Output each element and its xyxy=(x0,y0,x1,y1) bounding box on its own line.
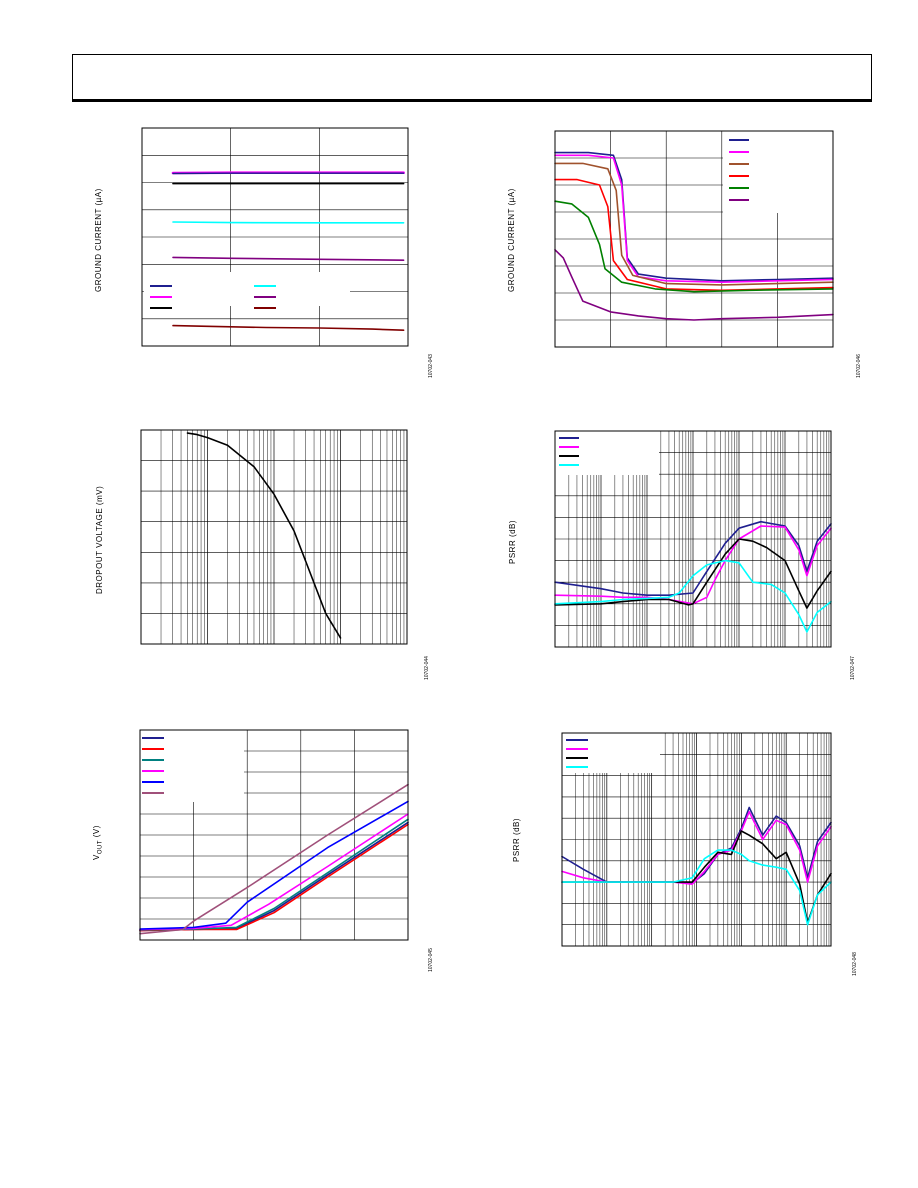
legend xyxy=(562,733,660,773)
vout-chart xyxy=(139,729,409,941)
y-axis-label-chart-2: GROUND CURRENT (µA) xyxy=(507,188,516,292)
legend xyxy=(140,730,244,802)
plot-frame xyxy=(554,430,832,648)
ylabel-subscript: OUT xyxy=(97,839,104,855)
chart-plot-area xyxy=(561,732,832,947)
series-line-6 xyxy=(139,783,409,935)
psrr-chart-2 xyxy=(561,732,832,947)
ylabel-tail: (V) xyxy=(92,825,101,840)
series-line-3 xyxy=(554,162,834,286)
figure-id-chart-5: 10702-045 xyxy=(428,948,434,972)
figure-id-chart-3: 10702-044 xyxy=(424,656,430,680)
plot-frame xyxy=(139,729,409,941)
series-line-4 xyxy=(554,559,832,633)
legend-box xyxy=(140,730,244,802)
legend xyxy=(555,431,659,475)
gridlines xyxy=(141,430,407,644)
y-axis-label-chart-4: PSRR (dB) xyxy=(508,519,517,564)
ground-current-chart-1 xyxy=(141,127,409,347)
figure-id-chart-4: 10702-047 xyxy=(850,656,856,680)
dropout-voltage-chart xyxy=(140,429,408,645)
legend-box xyxy=(144,272,350,306)
gridlines xyxy=(562,733,831,946)
y-axis-label-chart-6: PSRR (dB) xyxy=(512,817,521,862)
series-line-1 xyxy=(554,151,834,282)
chart-plot-area xyxy=(139,729,409,941)
figure-id-chart-2: 10702-046 xyxy=(856,354,862,378)
plot-frame xyxy=(140,429,408,645)
legend xyxy=(723,131,833,213)
plot-frame xyxy=(554,130,834,348)
ylabel-main: V xyxy=(92,854,101,860)
series-line-5 xyxy=(554,200,834,293)
series-line-2 xyxy=(554,525,832,605)
y-axis-label-chart-5: VOUT (V) xyxy=(92,825,104,860)
figure-id-chart-1: 10702-043 xyxy=(428,354,434,378)
series-line-5 xyxy=(172,256,405,261)
series-line-1 xyxy=(554,520,832,596)
chart-plot-area xyxy=(141,127,409,347)
gridlines xyxy=(142,128,408,346)
y-axis-label-chart-1: GROUND CURRENT (µA) xyxy=(94,188,103,292)
series-line-4 xyxy=(561,849,832,926)
plot-frame xyxy=(561,732,832,947)
chart-plot-area xyxy=(554,430,832,648)
figure-id-chart-6: 10702-048 xyxy=(852,952,858,976)
series-line-1 xyxy=(139,821,409,932)
series-line-2 xyxy=(554,154,834,283)
series-line-3 xyxy=(554,538,832,609)
chart-plot-area xyxy=(140,429,408,645)
legend xyxy=(144,272,350,309)
ground-current-chart-2 xyxy=(554,130,834,348)
y-axis-label-chart-3: DROPOUT VOLTAGE (mV) xyxy=(95,485,104,594)
chart-plot-area xyxy=(554,130,834,348)
psrr-chart-1 xyxy=(554,430,832,648)
page-header-box xyxy=(72,54,872,102)
plot-frame xyxy=(141,127,409,347)
series-line-6 xyxy=(554,249,834,321)
series-line-6 xyxy=(172,324,405,331)
series-line-4 xyxy=(172,221,405,224)
series-line-1 xyxy=(186,432,342,639)
